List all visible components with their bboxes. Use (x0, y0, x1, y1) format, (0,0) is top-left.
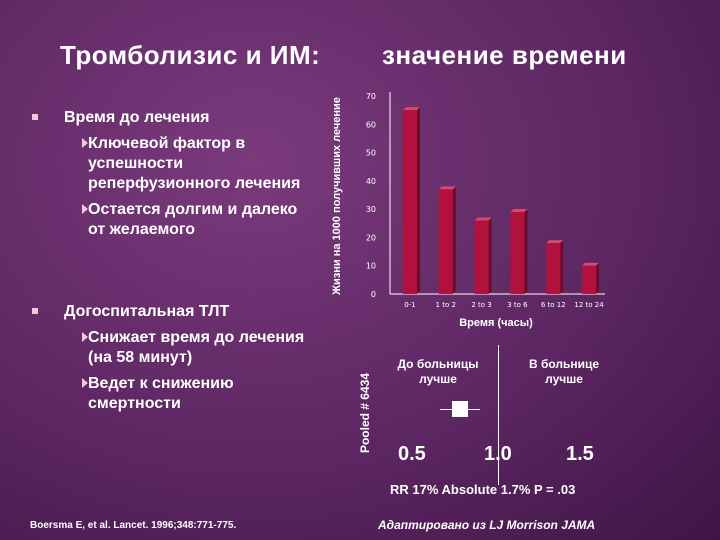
bullet-list: Время до лечения Ключевой фактор в успеш… (30, 108, 340, 414)
reference-boersma: Boersma E, et al. Lancet. 1996;348:771-7… (30, 520, 237, 531)
bar-side (416, 107, 420, 294)
bullet-prehospital-tlt: Догоспитальная ТЛТ (30, 302, 340, 322)
y-axis-label: Жизни на 1000 получивших лечение (331, 97, 343, 295)
y-tick-label: 40 (366, 177, 376, 186)
pooled-label: Pooled # 6434 (358, 372, 372, 454)
tick-0-5: 0.5 (398, 443, 426, 465)
y-tick-label: 0 (371, 290, 376, 299)
sub-bullet-remains-long: Остается долгим и далеко от желаемого (30, 200, 318, 240)
label-hospital-better: В больнице лучше (528, 357, 600, 386)
arrow-icon (82, 332, 88, 342)
bullet-time-to-treatment: Время до лечения (30, 108, 340, 128)
bar-top (438, 186, 456, 190)
x-tick-label: 0-1 (404, 301, 415, 309)
bar (546, 243, 561, 294)
forest-plot: До больницы лучше В больнице лучше 0.5 1… (380, 345, 640, 485)
y-tick-label: 70 (366, 92, 376, 101)
arrow-icon (82, 138, 88, 148)
arrow-icon (82, 204, 88, 214)
null-line (498, 345, 499, 485)
y-tick-label: 60 (366, 120, 376, 129)
bar-side (524, 208, 528, 294)
reference-morrison: Адаптировано из LJ Morrison JAMA (378, 518, 596, 532)
bar (582, 265, 597, 294)
bar-top (474, 217, 492, 221)
x-tick-label: 1 to 2 (436, 301, 456, 309)
arrow-icon (82, 378, 88, 388)
title-part1: Тромболизис и ИМ: (60, 40, 321, 70)
bar (402, 110, 417, 294)
bar-side (596, 262, 600, 294)
bar-top (402, 107, 420, 111)
bar (438, 189, 453, 294)
stats-line: RR 17% Absolute 1.7% P = .03 (390, 482, 576, 497)
bar-side (488, 217, 492, 294)
point-estimate (452, 401, 468, 417)
bar-top (582, 262, 600, 266)
sub-bullet-reduces-mortality: Ведет к снижению смертности (30, 374, 318, 414)
tick-1-5: 1.5 (566, 443, 594, 465)
x-tick-label: 3 to 6 (507, 301, 528, 309)
bar-side (452, 186, 456, 294)
y-tick-label: 50 (366, 149, 376, 158)
page-title: Тромболизис и ИМ: значение времени (60, 40, 700, 71)
tick-1-0: 1.0 (484, 443, 512, 465)
bar (474, 220, 489, 294)
x-tick-label: 12 to 24 (574, 301, 604, 309)
bar-top (546, 240, 564, 244)
bar-side (560, 240, 564, 294)
bar-top (510, 208, 528, 212)
sub-bullet-key-factor: Ключевой фактор в успешности реперфузион… (30, 134, 318, 194)
x-tick-label: 2 to 3 (471, 301, 491, 309)
x-tick-label: 6 to 12 (541, 301, 566, 309)
y-tick-label: 30 (366, 205, 376, 214)
title-part2: значение времени (382, 40, 627, 70)
x-axis-label: Время (часы) (459, 317, 533, 329)
sub-bullet-reduces-time: Снижает время до лечения (на 58 минут) (30, 328, 318, 368)
y-tick-label: 10 (366, 262, 376, 271)
label-prehospital-better: До больницы лучше (397, 357, 479, 386)
bar (510, 211, 525, 294)
y-tick-label: 20 (366, 233, 376, 242)
bar-chart: 0 10 20 30 40 50 60 70 0-1 1 to 2 2 to 3 3 to 6 6 to… (366, 92, 605, 309)
